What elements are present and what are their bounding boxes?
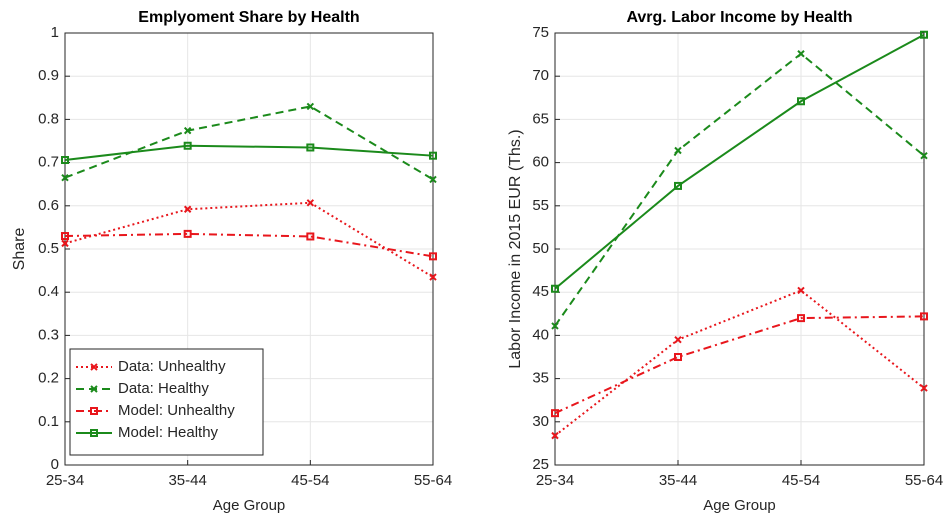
marker	[920, 30, 928, 39]
marker	[61, 174, 69, 182]
marker	[429, 252, 437, 261]
x-tick-label: 25-34	[46, 472, 84, 489]
y-axis-label: Share	[11, 228, 28, 271]
marker	[61, 239, 69, 248]
axes-frame	[554, 32, 925, 466]
legend-marker	[90, 363, 98, 371]
y-tick-label: 40	[532, 326, 549, 343]
marker	[183, 126, 192, 135]
x-tick-label: 35-44	[168, 472, 206, 489]
legend-marker	[90, 429, 98, 437]
marker	[674, 146, 682, 155]
series-line	[554, 33, 925, 290]
y-tick-label: 60	[532, 154, 549, 171]
y-tick-label: 70	[532, 67, 549, 84]
series-line	[554, 289, 925, 437]
marker	[183, 205, 192, 213]
y-tick-label: 25	[532, 456, 549, 473]
legend-label: Model: Healthy	[118, 424, 219, 441]
y-tick-label: 0.8	[38, 110, 59, 127]
plot: 25 30 35 40 45 50 55 60 65 70 75 25-34 35-44 45-54 55-…	[507, 9, 943, 514]
marker	[674, 181, 682, 190]
y-tick-label: 0.3	[38, 326, 59, 343]
x-axis-label: Age Group	[213, 497, 286, 514]
y-tick-label: 0.2	[38, 370, 59, 387]
legend-marker	[90, 385, 98, 393]
y-tick-label: 0.7	[38, 154, 59, 171]
legend-label: Model: Unhealthy	[118, 402, 235, 419]
axes-frame	[64, 32, 434, 466]
x-tick-label: 45-54	[291, 472, 329, 489]
y-tick-label: 65	[532, 110, 549, 127]
y-tick-label: 45	[532, 283, 549, 300]
marker	[551, 322, 559, 330]
x-axis-label: Age Group	[703, 497, 776, 514]
marker	[551, 284, 559, 293]
x-tick-label: 55-64	[414, 472, 452, 489]
marker	[920, 312, 928, 321]
y-tick-label: 0.9	[38, 67, 59, 84]
series-line	[554, 52, 925, 327]
y-tick-label: 1	[51, 24, 59, 41]
y-tick-label: 75	[532, 24, 549, 41]
marker	[797, 314, 805, 323]
y-axis-label: Labor Income in 2015 EUR (Ths.)	[507, 129, 524, 368]
y-tick-label: 0.4	[38, 283, 59, 300]
y-tick-label: 0.1	[38, 413, 59, 430]
marker	[306, 102, 315, 111]
x-tick-label: 55-64	[905, 472, 943, 489]
marker	[306, 143, 315, 152]
marker	[797, 97, 805, 106]
series-line	[64, 105, 434, 181]
y-tick-label: 0	[51, 456, 59, 473]
marker	[920, 151, 928, 160]
marker	[183, 141, 192, 150]
marker	[551, 409, 559, 418]
marker	[61, 232, 69, 241]
marker	[674, 336, 682, 344]
marker	[429, 151, 437, 160]
marker	[674, 353, 682, 361]
marker	[183, 229, 192, 238]
marker	[306, 199, 315, 207]
y-tick-label: 55	[532, 197, 549, 214]
marker	[551, 431, 559, 440]
series-line	[64, 144, 434, 162]
y-tick-label: 30	[532, 413, 549, 430]
plot: 0 0.1 0.2 0.3 0.4 0.5 0.6 0.7 0.8 0.9 1 25-34 35-44 4…	[11, 9, 452, 514]
series-line	[554, 315, 925, 415]
y-tick-label: 35	[532, 370, 549, 387]
y-tick-label: 50	[532, 240, 549, 257]
marker	[797, 286, 805, 295]
legend-label: Data: Unhealthy	[118, 358, 226, 375]
chart-title: Avrg. Labor Income by Health	[626, 9, 852, 26]
marker	[61, 156, 69, 165]
marker	[920, 384, 928, 392]
marker	[306, 232, 315, 241]
y-tick-label: 0.6	[38, 197, 59, 214]
marker	[429, 273, 437, 281]
series-line	[64, 201, 434, 278]
legend-marker	[90, 407, 98, 415]
marker	[797, 50, 805, 58]
y-tick-label: 0.5	[38, 240, 59, 257]
chart-title: Emplyoment Share by Health	[138, 9, 359, 26]
x-tick-label: 45-54	[782, 472, 820, 489]
x-tick-label: 35-44	[659, 472, 697, 489]
series-line	[64, 232, 434, 258]
legend-label: Data: Healthy	[118, 380, 209, 397]
x-tick-label: 25-34	[536, 472, 574, 489]
marker	[429, 175, 437, 184]
